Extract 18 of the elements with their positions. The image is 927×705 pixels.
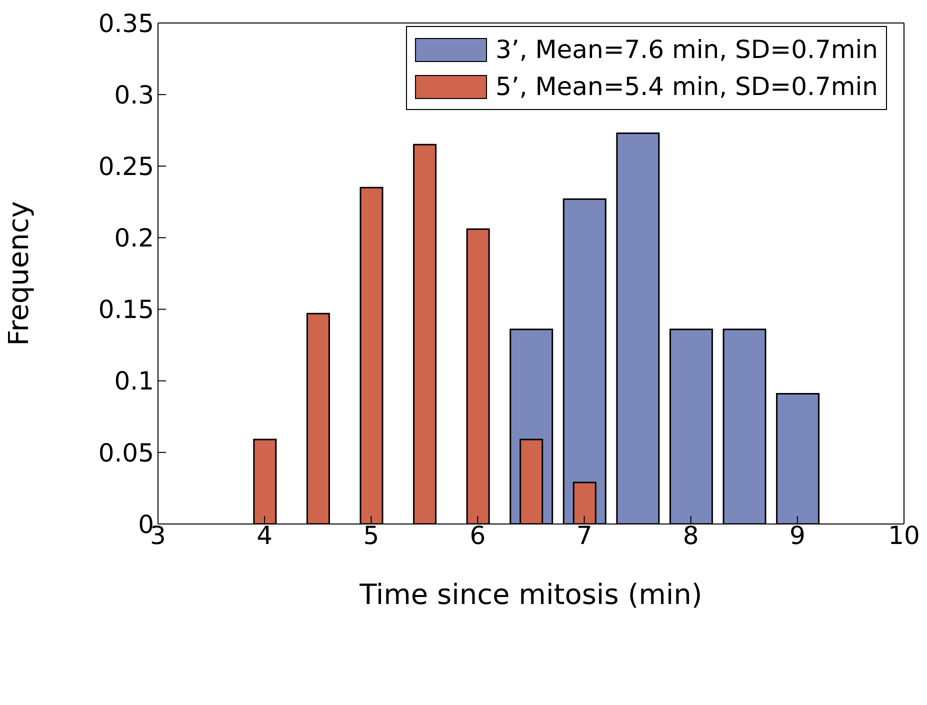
y-tick-label: 0.15 <box>98 295 154 324</box>
y-tick-label: 0.35 <box>98 8 154 38</box>
x-axis-title: Time since mitosis (min) <box>358 578 702 611</box>
y-tick-label: 0.05 <box>98 438 154 468</box>
x-tick-label: 10 <box>888 520 920 550</box>
y-tick-label: 0 <box>138 510 154 539</box>
x-tick-label: 4 <box>256 520 273 550</box>
y-tick-label: 0.3 <box>114 80 154 110</box>
legend-label: 3’, Mean=7.6 min, SD=0.7min <box>495 34 878 66</box>
legend-label: 5’, Mean=5.4 min, SD=0.7min <box>495 71 878 103</box>
y-tick-label: 0.25 <box>98 152 154 182</box>
x-tick-label: 7 <box>576 520 592 550</box>
y-tick-label: 0.1 <box>114 366 154 396</box>
y-tick-label: 0.2 <box>114 224 154 253</box>
x-tick-label: 9 <box>789 520 806 550</box>
x-tick-label: 5 <box>363 520 380 550</box>
x-tick-label: 8 <box>682 520 699 550</box>
x-tick-label: 6 <box>470 520 486 550</box>
